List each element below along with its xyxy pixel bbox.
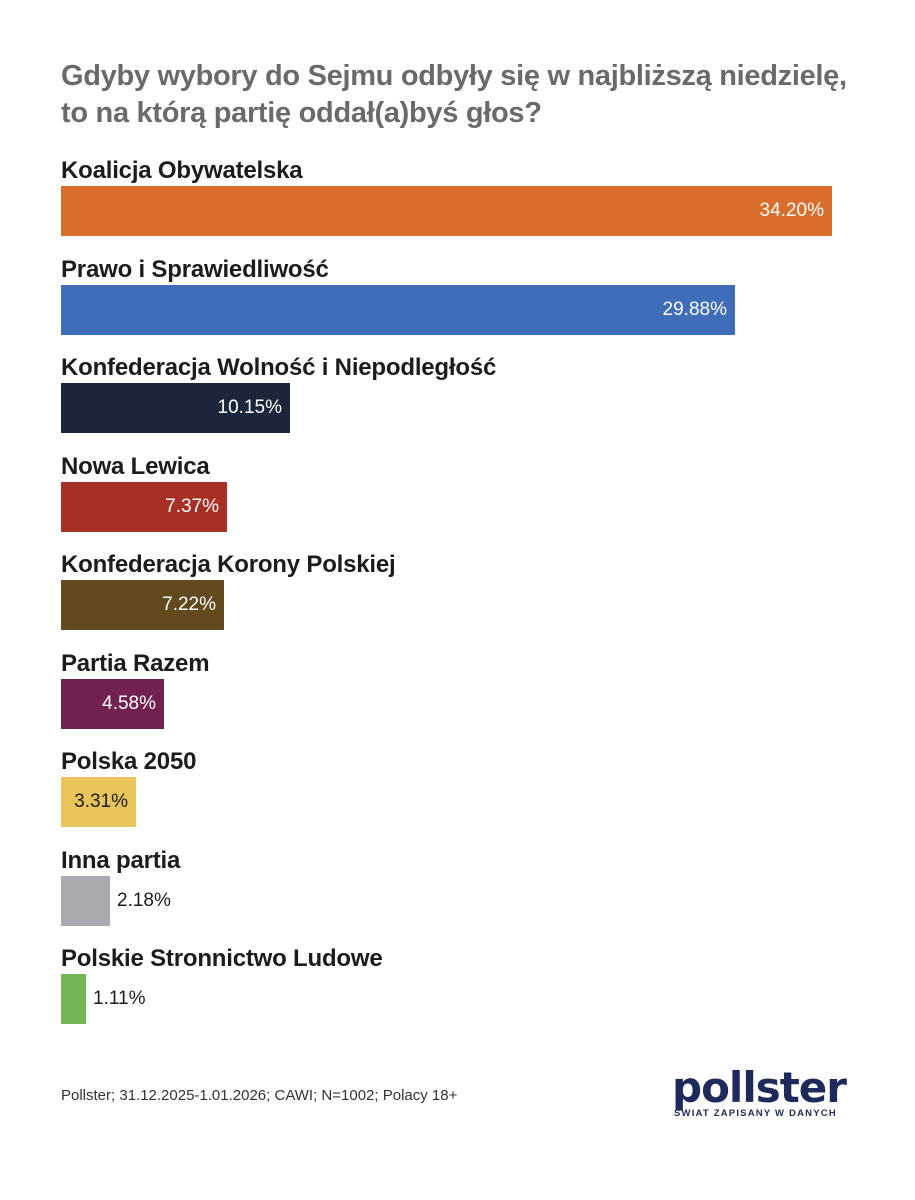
- category-label: Polska 2050: [61, 748, 197, 775]
- bar-chart: Koalicja Obywatelska 34.20% Prawo i Sprawi…: [61, 157, 832, 1024]
- category-label: Nowa Lewica: [61, 452, 210, 480]
- category-label: Konfederacja Korony Polskiej: [61, 551, 396, 578]
- value-label: 4.58%: [102, 692, 156, 714]
- category-label: Partia Razem: [61, 649, 210, 677]
- bar: [61, 875, 110, 926]
- bar: [61, 481, 227, 532]
- category-label: Koalicja Obywatelska: [61, 157, 303, 184]
- category-label: Prawo i Sprawiedliwość: [61, 255, 329, 283]
- bar: [61, 383, 290, 433]
- chart-title-line-2: to na którą partię oddał(a)byś głos?: [61, 97, 542, 129]
- value-label: 1.11%: [93, 988, 146, 1009]
- bar: [61, 186, 832, 236]
- value-label: 29.88%: [662, 298, 727, 320]
- chart-title-line-1: Gdyby wybory do Sejmu odbyły się w najbl…: [61, 60, 847, 92]
- pollster-logo: pollster ŚWIAT ZAPISANY W DANYCH: [668, 1063, 847, 1126]
- category-label: Inna partia: [61, 846, 181, 874]
- category-label: Polskie Stronnictwo Ludowe: [61, 945, 383, 972]
- logo-wordmark: pollster: [672, 1063, 847, 1112]
- value-label: 7.22%: [162, 594, 216, 615]
- value-label: 34.20%: [759, 200, 824, 221]
- bar: [61, 678, 164, 729]
- value-label: 7.37%: [165, 495, 219, 517]
- value-label: 3.31%: [74, 791, 128, 812]
- source-note: Pollster; 31.12.2025-1.01.2026; CAWI; N=…: [61, 1087, 458, 1104]
- logo-tagline: ŚWIAT ZAPISANY W DANYCH: [674, 1108, 837, 1119]
- bar: [61, 284, 735, 335]
- bar: [61, 974, 86, 1024]
- category-label: Konfederacja Wolność i Niepodległość: [61, 354, 497, 381]
- chart-title: Gdyby wybory do Sejmu odbyły się w najbl…: [61, 58, 881, 132]
- bar: [61, 580, 224, 630]
- value-label: 10.15%: [217, 397, 282, 418]
- bar: [61, 777, 136, 827]
- value-label: 2.18%: [117, 889, 171, 911]
